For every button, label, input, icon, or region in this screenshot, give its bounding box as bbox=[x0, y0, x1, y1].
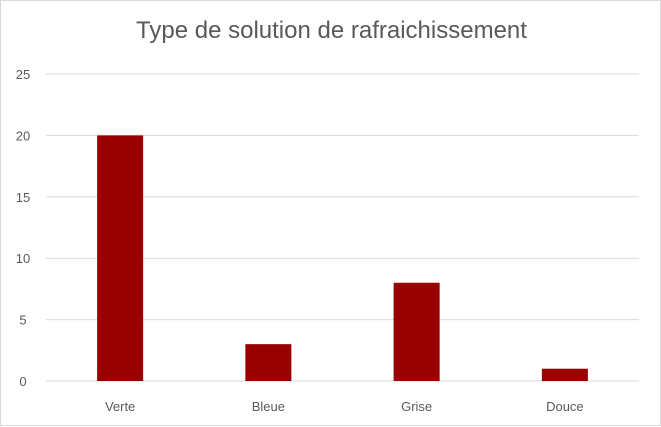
bar-verte bbox=[97, 135, 144, 381]
x-category-label: Bleue bbox=[252, 399, 285, 414]
y-tick-label: 20 bbox=[16, 128, 30, 143]
bar-grise bbox=[393, 282, 440, 381]
y-tick-label: 25 bbox=[16, 67, 30, 82]
bars bbox=[97, 135, 588, 381]
y-axis-ticks: 0 5 10 15 20 25 bbox=[16, 67, 30, 389]
bar-bleue bbox=[245, 344, 292, 381]
x-category-label: Douce bbox=[546, 399, 584, 414]
gridlines bbox=[46, 73, 639, 382]
y-tick-label: 0 bbox=[19, 374, 26, 389]
chart-title: Type de solution de rafraichissement bbox=[136, 17, 527, 44]
y-tick-label: 10 bbox=[16, 251, 30, 266]
y-tick-label: 5 bbox=[19, 313, 26, 328]
bar-douce bbox=[541, 368, 588, 381]
x-category-label: Grise bbox=[401, 399, 432, 414]
x-category-label: Verte bbox=[105, 399, 135, 414]
x-axis-categories: Verte Bleue Grise Douce bbox=[105, 399, 584, 414]
y-tick-label: 15 bbox=[16, 190, 30, 205]
